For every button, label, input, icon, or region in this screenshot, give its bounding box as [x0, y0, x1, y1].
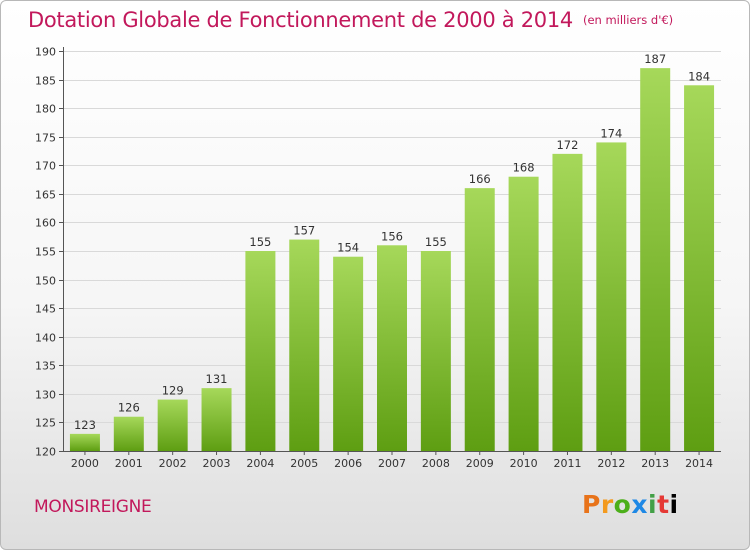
- bar-2002: [157, 399, 188, 451]
- chart-title-text: Dotation Globale de Fonctionnement de 20…: [28, 8, 573, 32]
- bar-2004: [245, 251, 276, 451]
- y-tick-label: 185: [35, 75, 56, 88]
- x-tick-label-2005: 2005: [290, 457, 318, 470]
- value-label-2001: 126: [118, 401, 140, 415]
- x-tick-label-2013: 2013: [641, 457, 669, 470]
- y-tick-label: 125: [35, 417, 56, 430]
- y-tick-label: 190: [35, 46, 56, 59]
- labels: 120 125 130 135 140 145 150 155 160 165 170 175 180 1…: [35, 46, 713, 471]
- x-tick-label-2009: 2009: [466, 457, 494, 470]
- value-label-2005: 157: [293, 224, 315, 238]
- x-tick-label-2012: 2012: [597, 457, 625, 470]
- y-tick-label: 150: [35, 275, 56, 288]
- y-tick-label: 180: [35, 103, 56, 116]
- value-label-2000: 123: [74, 418, 96, 432]
- x-tick-label-2007: 2007: [378, 457, 406, 470]
- bar-2007: [377, 245, 407, 451]
- bar-2011: [552, 153, 583, 451]
- logo-letter: t: [657, 490, 670, 519]
- bar-2000: [69, 433, 100, 451]
- value-label-2008: 155: [425, 235, 447, 249]
- logo-letter: o: [613, 490, 632, 519]
- bar-2001: [113, 416, 144, 451]
- bar-2008: [420, 251, 451, 451]
- value-label-2009: 166: [469, 172, 491, 186]
- y-tick-label: 145: [35, 303, 56, 316]
- value-label-2002: 129: [162, 384, 184, 398]
- bar-2009: [464, 188, 495, 451]
- x-tick-label-2014: 2014: [685, 457, 713, 470]
- bar-2006: [333, 256, 364, 451]
- value-label-2003: 131: [206, 372, 228, 386]
- logo-letter: i: [669, 490, 679, 519]
- bar-2014: [684, 85, 715, 452]
- x-tick-label-2004: 2004: [246, 457, 274, 470]
- y-tick-label: 175: [35, 132, 56, 145]
- x-tick-label-2003: 2003: [203, 457, 231, 470]
- y-tick-label: 155: [35, 246, 56, 259]
- unit-note: (en milliers d'€): [582, 13, 674, 27]
- y-tick-label: 160: [35, 217, 56, 230]
- x-tick-label-2000: 2000: [71, 457, 99, 470]
- x-tick-label-2001: 2001: [115, 457, 143, 470]
- value-label-2004: 155: [249, 235, 271, 249]
- y-tick-label: 135: [35, 360, 56, 373]
- value-label-2007: 156: [381, 229, 403, 243]
- value-label-2006: 154: [337, 241, 359, 255]
- axes: [59, 47, 721, 455]
- bar-2005: [289, 239, 320, 451]
- x-tick-label-2006: 2006: [334, 457, 362, 470]
- chart-title: Dotation Globale de Fonctionnement de 20…: [28, 8, 673, 32]
- logo-letter: r: [600, 490, 614, 519]
- y-tick-label: 130: [35, 389, 56, 402]
- x-tick-label-2010: 2010: [510, 457, 538, 470]
- logo-letter: i: [648, 490, 658, 519]
- town-name: MONSIREIGNE: [34, 497, 152, 517]
- value-label-2012: 174: [600, 126, 622, 140]
- bar-2013: [640, 68, 671, 452]
- x-tick-label-2011: 2011: [553, 457, 581, 470]
- y-tick-label: 170: [35, 160, 56, 173]
- y-tick-label: 120: [35, 446, 56, 459]
- logo-letter: P: [582, 490, 601, 519]
- proxiti-logo: Proxiti: [582, 490, 679, 519]
- y-tick-label: 140: [35, 332, 56, 345]
- y-tick-label: 165: [35, 189, 56, 202]
- bar-2012: [596, 142, 627, 451]
- bar-2003: [201, 388, 232, 451]
- bar-2010: [508, 176, 539, 451]
- value-label-2013: 187: [644, 52, 666, 66]
- x-tick-label-2008: 2008: [422, 457, 450, 470]
- value-label-2014: 184: [688, 69, 710, 83]
- value-label-2010: 168: [513, 161, 535, 175]
- value-label-2011: 172: [556, 138, 578, 152]
- logo-letter: x: [631, 490, 648, 519]
- bars: [69, 68, 715, 452]
- x-tick-label-2002: 2002: [159, 457, 187, 470]
